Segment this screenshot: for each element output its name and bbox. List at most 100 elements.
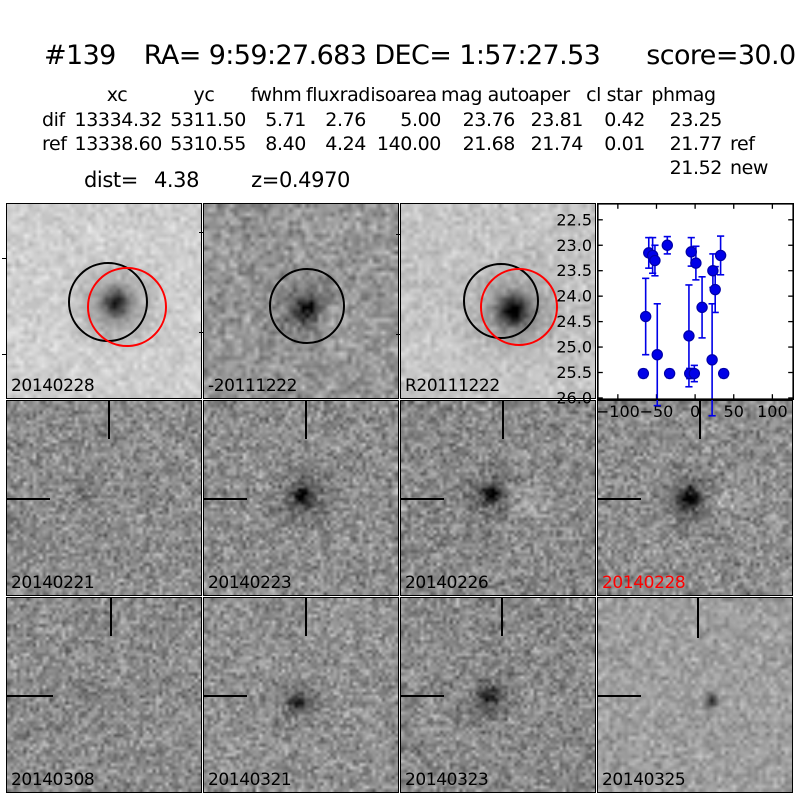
value-cell: 13334.32 xyxy=(74,109,163,131)
cutout-panel-epoch: 20140323 xyxy=(400,597,596,793)
data-point xyxy=(707,265,719,277)
cutout-label: 20140226 xyxy=(405,573,489,593)
col-header-phmag: phmag xyxy=(651,84,716,106)
row-label xyxy=(42,84,72,106)
cutout-panel-epoch: 20140321 xyxy=(203,597,399,793)
cutout-panel-epoch-current: 20140228 xyxy=(597,400,793,596)
value-cell: 21.74 xyxy=(530,133,584,155)
cutout-panel-epoch: 20140308 xyxy=(6,597,202,793)
crosshair-v xyxy=(305,598,307,636)
data-point xyxy=(663,367,676,380)
cutout-label: 20140321 xyxy=(208,770,292,790)
crosshair-v xyxy=(501,598,503,636)
edge-tick xyxy=(2,258,7,259)
cutout-label: 20140221 xyxy=(11,573,95,593)
x-tick-label: 0 xyxy=(690,402,700,421)
cutout-panel-epoch: 20140226 xyxy=(400,400,596,596)
col-header-xc: xc xyxy=(106,84,128,106)
crosshair-v xyxy=(699,401,701,439)
cutout-panel-sub-ref: -20111222 xyxy=(199,203,399,399)
data-point xyxy=(696,301,708,314)
row-label: dif xyxy=(42,109,65,131)
z-label: z= xyxy=(251,168,279,192)
y-tick-label: 26.0 xyxy=(556,388,592,407)
y-tick-label: 24.5 xyxy=(556,312,592,331)
col-header-cl-star: cl star xyxy=(586,84,642,106)
col-header-fluxrad: fluxrad xyxy=(306,84,370,106)
value-cell: 0.42 xyxy=(604,109,645,131)
measurement-row-ref: ref 13338.60 5310.55 8.40 4.24 140.00 21… xyxy=(42,133,755,155)
y-tick-label: 24.0 xyxy=(556,287,592,306)
plot-background xyxy=(597,203,794,400)
cutout-panel-epoch: 20140325 xyxy=(597,597,793,793)
edge-tick xyxy=(199,332,204,333)
value-cell: 21.68 xyxy=(462,133,516,155)
value-cell: 2.76 xyxy=(325,109,366,131)
value-cell: 23.25 xyxy=(669,109,723,131)
value-cell: 5.71 xyxy=(265,109,306,131)
value-cell: 21.77 xyxy=(669,133,723,155)
phmag-new-value: 21.52 xyxy=(669,157,723,179)
figure-title: #139 RA= 9:59:27.683 DEC= 1:57:27.53 score… xyxy=(44,40,796,71)
x-tick-label: −100 xyxy=(596,402,640,421)
edge-tick xyxy=(396,234,401,235)
light-curve-plot: −100 −50 0 50 100 22.5 23.0 23.5 24.0 24.5 25.0 25.… xyxy=(556,203,794,421)
value-cell: 5.00 xyxy=(400,109,441,131)
y-tick-label: 23.5 xyxy=(556,261,592,280)
cutout-panel-epoch: 20140221 xyxy=(6,400,202,596)
value-cell: 8.40 xyxy=(265,133,306,155)
spacer xyxy=(451,40,459,71)
phmag-new-suffix: new xyxy=(730,157,769,179)
dec-value: 1:57:27.53 xyxy=(459,40,601,71)
candidate-id: #139 xyxy=(44,40,116,71)
data-point xyxy=(706,354,718,366)
data-point xyxy=(651,348,663,361)
crosshair-v xyxy=(108,401,110,439)
cutout-label: 20140223 xyxy=(208,573,292,593)
cutout-label: 20140308 xyxy=(11,770,95,790)
crosshair-h xyxy=(598,695,641,697)
x-tick-label: −50 xyxy=(640,402,674,421)
cutout-label: 20140323 xyxy=(405,770,489,790)
col-header-mag-auto: mag auto xyxy=(441,84,529,106)
ra-value xyxy=(201,40,209,71)
value-cell: 13338.60 xyxy=(74,133,163,155)
crosshair-h xyxy=(401,695,444,697)
score-label: score= xyxy=(646,40,738,71)
x-tick-label: 100 xyxy=(757,402,788,421)
crosshair-h xyxy=(598,498,641,500)
value-cell: 0.01 xyxy=(604,133,645,155)
data-point xyxy=(683,330,695,342)
score-value: 30.0 xyxy=(737,40,796,71)
value-cell: 23.81 xyxy=(530,109,584,131)
dist-label: dist= xyxy=(84,168,138,192)
row-suffix: ref xyxy=(730,133,755,155)
edge-tick xyxy=(199,232,204,233)
data-point xyxy=(637,367,650,380)
crosshair-h xyxy=(401,498,444,500)
edge-tick xyxy=(396,334,401,335)
y-tick-label: 23.0 xyxy=(556,236,592,255)
col-header-aper: aper xyxy=(528,84,570,106)
measurement-row-dif: dif 13334.32 5311.50 5.71 2.76 5.00 23.7… xyxy=(42,109,722,131)
y-tick-label: 25.0 xyxy=(556,338,592,357)
cutout-panel-new: 20140228 xyxy=(2,203,202,399)
cutout-label: 20140228 xyxy=(11,376,95,396)
data-point xyxy=(685,246,697,258)
crosshair-v xyxy=(305,401,307,439)
aperture-circle-red xyxy=(480,268,558,346)
data-point xyxy=(661,239,674,251)
crosshair-v xyxy=(110,598,112,636)
dec-label: DEC= xyxy=(374,40,452,71)
crosshair-h xyxy=(204,498,247,500)
ra-label: RA= xyxy=(143,40,202,71)
value-cell: 4.24 xyxy=(325,133,366,155)
crosshair-h xyxy=(7,695,53,697)
z-value: 0.4970 xyxy=(278,168,351,192)
value-cell: 5311.50 xyxy=(170,109,246,131)
col-header-fwhm: fwhm xyxy=(250,84,302,106)
dist-z-row: dist= 4.38 z= 0.4970 xyxy=(84,168,350,192)
data-point xyxy=(709,283,721,296)
col-header-yc: yc xyxy=(193,84,215,106)
